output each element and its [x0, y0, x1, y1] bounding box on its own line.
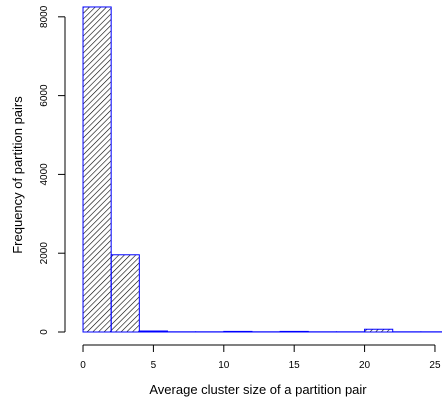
bar — [110, 254, 140, 333]
y-tick-label: 2000 — [39, 242, 50, 265]
y-tick-label: 8000 — [39, 5, 50, 28]
bar — [364, 328, 394, 333]
bar — [279, 330, 309, 333]
x-tick-label: 25 — [429, 360, 441, 371]
y-tick-label: 0 — [39, 329, 50, 335]
x-tick-label: 0 — [80, 360, 86, 371]
y-axis-label: Frequency of partition pairs — [10, 96, 25, 254]
x-tick-label: 10 — [218, 360, 230, 371]
bar — [138, 330, 168, 333]
bar — [82, 6, 112, 333]
x-tick-label: 15 — [289, 360, 301, 371]
bar — [223, 330, 253, 333]
y-tick-label: 6000 — [39, 84, 50, 107]
x-tick-label: 5 — [151, 360, 157, 371]
y-tick-label: 4000 — [39, 163, 50, 186]
x-axis-label: Average cluster size of a partition pair — [149, 382, 367, 397]
bars — [82, 6, 442, 333]
x-tick-label: 20 — [359, 360, 371, 371]
